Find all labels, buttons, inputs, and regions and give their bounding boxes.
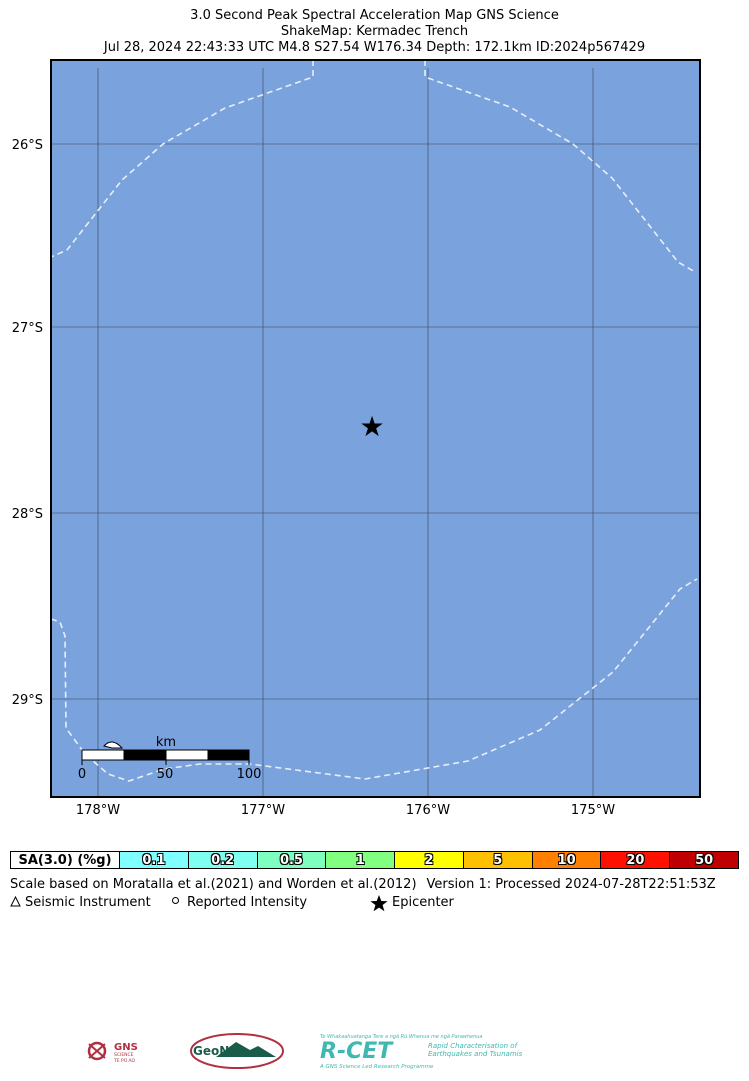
boundary-north-west xyxy=(50,60,314,258)
scale-label-50: 50 xyxy=(157,767,174,782)
geonet-mountain-icon xyxy=(216,1042,276,1057)
gns-wordmark: GNS xyxy=(114,1042,138,1053)
lon-label-177w: 177°W xyxy=(241,803,285,818)
legend-bin: 0.5 xyxy=(256,852,326,868)
gns-emblem-icon xyxy=(87,1041,107,1061)
map-frame xyxy=(50,59,701,798)
scale-seg-3 xyxy=(165,749,209,761)
rcet-sub-1: Rapid Characterisation of xyxy=(428,1042,519,1050)
geonet-logo: GeoNet xyxy=(190,1033,284,1069)
scale-label-0: 0 xyxy=(78,767,86,782)
scale-bar: km 0 50 100 xyxy=(78,735,262,782)
star-icon xyxy=(370,895,388,912)
logo-svg: GNS SCIENCE TE PŪ AO GeoNet Te Whakaahua… xyxy=(87,1033,523,1070)
scale-seg-4 xyxy=(207,749,250,761)
legend-bin: 0.2 xyxy=(187,852,257,868)
scale-reference: Scale based on Moratalla et al.(2021) an… xyxy=(10,877,417,892)
legend-bin: 2 xyxy=(394,852,463,868)
lat-label-27s: 27°S xyxy=(12,321,43,336)
title-line-2: ShakeMap: Kermadec Trench xyxy=(280,24,469,39)
rcet-bottom-text: A GNS Science Led Research Programme xyxy=(319,1064,434,1070)
gns-sub-1: SCIENCE xyxy=(114,1052,134,1058)
gns-sub-2: TE PŪ AO xyxy=(113,1057,135,1064)
legend-bin: 5 xyxy=(462,852,532,868)
intensity-label: Reported Intensity xyxy=(187,895,308,910)
gns-emblem-swirl xyxy=(88,1043,106,1059)
scale-seg-2 xyxy=(123,749,167,761)
lat-label-28s: 28°S xyxy=(12,507,43,522)
symbol-key: Seismic Instrument Reported Intensity Ep… xyxy=(10,895,730,913)
intensity-legend: SA(3.0) (%g) 0.1 0.2 0.5 1 2 5 10 20 50 xyxy=(10,851,739,869)
instrument-label: Seismic Instrument xyxy=(25,895,151,910)
scale-seg-1 xyxy=(81,749,125,761)
instrument-key: Seismic Instrument xyxy=(10,895,151,910)
boundary-north-east xyxy=(424,60,696,273)
geonet-wordmark: GeoNet xyxy=(193,1044,243,1058)
intensity-key: Reported Intensity xyxy=(170,895,307,910)
scale-label-100: 100 xyxy=(237,767,262,782)
circle-icon xyxy=(172,897,179,904)
logo-strip: GNS SCIENCE TE PŪ AO GeoNet Te Whakaahua… xyxy=(0,1030,749,1075)
map-panel: ★ km 0 50 100 26°S 27°S 28°S 29°S 178°W … xyxy=(12,59,701,818)
epicenter-label: Epicenter xyxy=(392,895,454,910)
ocean-area xyxy=(51,60,700,797)
lon-label-178w: 178°W xyxy=(76,803,120,818)
scale-note: Scale based on Moratalla et al.(2021) an… xyxy=(10,877,716,892)
legend-bin: 0.1 xyxy=(119,852,188,868)
legend-bin: 1 xyxy=(325,852,395,868)
rcet-sub-2: Earthquakes and Tsunamis xyxy=(428,1050,523,1058)
version-info: Version 1: Processed 2024-07-28T22:51:53… xyxy=(426,877,716,892)
boundary-south xyxy=(50,578,698,782)
graticule xyxy=(51,68,700,797)
title-line-1: 3.0 Second Peak Spectral Acceleration Ma… xyxy=(190,8,559,23)
lon-label-176w: 176°W xyxy=(406,803,450,818)
legend-bin: 50 xyxy=(669,852,739,868)
rcet-top-text: Te Whakaahuatanga Tere a ngā Rū Whenua m… xyxy=(320,1034,483,1040)
epicenter-key: Epicenter xyxy=(370,895,454,913)
legend-label: SA(3.0) (%g) xyxy=(11,852,119,868)
title-line-3: Jul 28, 2024 22:43:33 UTC M4.8 S27.54 W1… xyxy=(103,40,646,55)
gns-logo: GNS SCIENCE TE PŪ AO xyxy=(87,1041,138,1064)
maritime-boundaries xyxy=(50,60,698,782)
north-arrow-icon xyxy=(103,741,124,749)
lat-label-26s: 26°S xyxy=(12,138,43,153)
legend-bin: 20 xyxy=(600,852,670,868)
map-title: 3.0 Second Peak Spectral Acceleration Ma… xyxy=(0,8,749,56)
scale-unit: km xyxy=(156,735,176,750)
triangle-icon xyxy=(10,895,21,907)
lon-label-175w: 175°W xyxy=(571,803,615,818)
rcet-logo: Te Whakaahuatanga Tere a ngā Rū Whenua m… xyxy=(319,1034,523,1070)
rcet-wordmark: R-CET xyxy=(320,1039,394,1064)
legend-bin: 10 xyxy=(531,852,601,868)
epicenter-star-icon: ★ xyxy=(359,410,384,443)
geonet-ring xyxy=(190,1033,284,1069)
lat-label-29s: 29°S xyxy=(12,693,43,708)
